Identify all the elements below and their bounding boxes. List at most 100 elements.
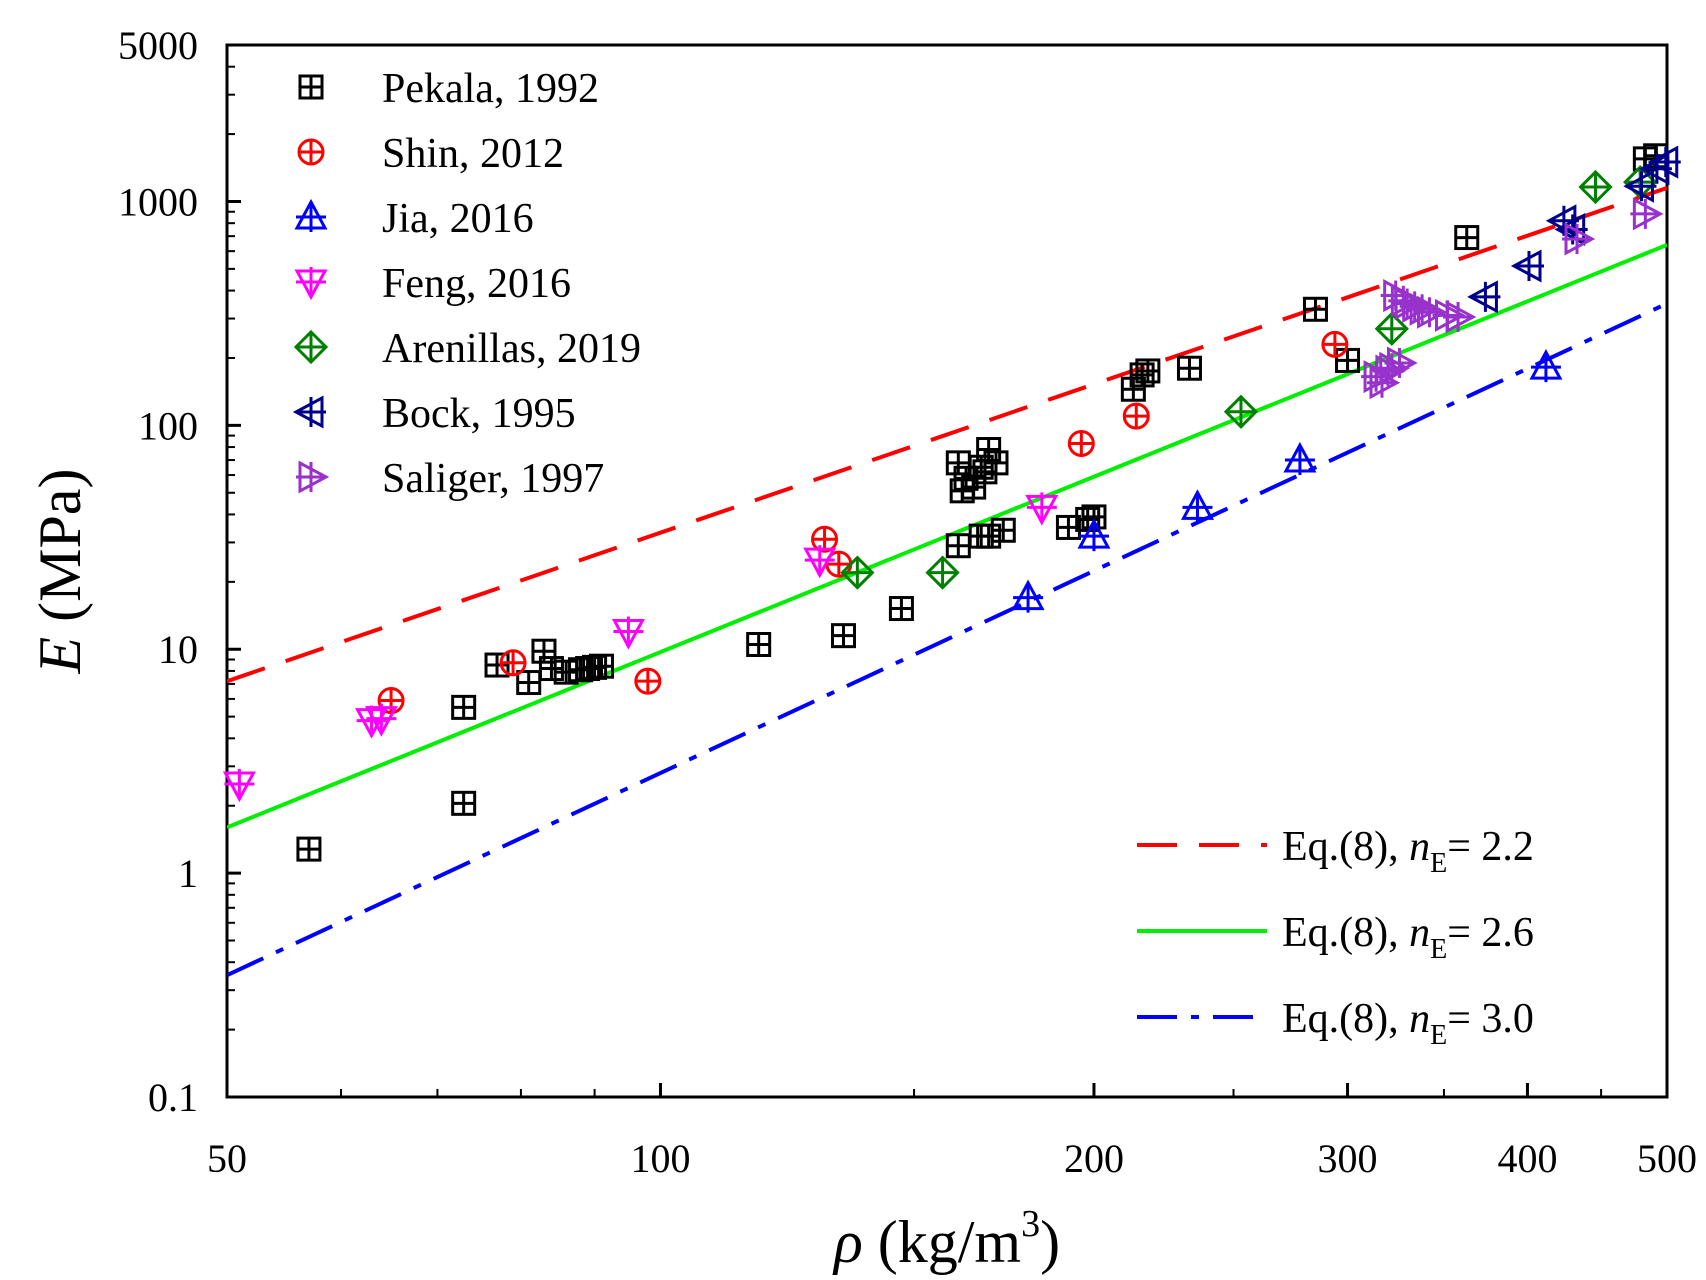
y-tick-label: 10	[158, 627, 198, 672]
point-jia-2016	[1077, 517, 1111, 552]
x-tick-label: 200	[1064, 1136, 1124, 1181]
point-pekala-1992	[983, 450, 1009, 476]
point-jia-2016	[1283, 441, 1317, 476]
point-pekala-1992	[1176, 355, 1202, 381]
fit-line	[227, 301, 1667, 978]
x-axis-close-paren: )	[1040, 1209, 1060, 1275]
point-feng-2016	[1025, 492, 1059, 526]
legend-item-arenillas-2019: Arenillas, 2019	[293, 326, 641, 372]
point-pekala-1992	[1454, 225, 1480, 251]
legend-marker	[294, 198, 328, 232]
point-arenillas-2019	[1223, 394, 1259, 429]
legend-label: Saliger, 1997	[382, 456, 604, 502]
legend-item-jia-2016: Jia, 2016	[294, 196, 534, 242]
point-jia-2016	[1180, 489, 1214, 523]
x-axis-unit: (kg/m	[863, 1209, 1021, 1275]
legend-line-label-prefix: Eq.(8),	[1282, 996, 1409, 1042]
legend-label: Pekala, 1992	[382, 66, 599, 112]
x-axis-symbol: ρ	[832, 1209, 863, 1275]
legend-item-saliger-1997: Saliger, 1997	[296, 456, 604, 502]
legend-line-label: Eq.(8), nE= 2.2	[1282, 824, 1534, 879]
legend-line-label: Eq.(8), nE= 3.0	[1282, 996, 1534, 1051]
y-axis-unit: (MPa)	[27, 469, 93, 637]
y-tick-label: 100	[138, 403, 198, 448]
point-pekala-1992	[990, 517, 1016, 543]
point-saliger-1997	[1443, 300, 1477, 334]
point-feng-2016	[222, 769, 256, 803]
x-tick-label: 500	[1637, 1136, 1697, 1181]
legend-label: Arenillas, 2019	[382, 326, 641, 372]
point-arenillas-2019	[925, 555, 960, 590]
point-shin-2012	[634, 667, 662, 695]
legend-item-bock-1995: Bock, 1995	[292, 391, 576, 437]
legend-item-feng-2016: Feng, 2016	[294, 261, 571, 307]
point-jia-2016	[1011, 579, 1045, 613]
fit-line	[227, 186, 1667, 684]
legend-marker	[296, 460, 330, 494]
point-saliger-1997	[1630, 197, 1664, 231]
axis-ticks	[225, 43, 1669, 1099]
legend-line-label-prefix: Eq.(8),	[1282, 910, 1409, 956]
y-axis-symbol: E	[27, 637, 93, 675]
y-axis-title: E (MPa)	[27, 469, 93, 675]
y-tick-label: 0.1	[148, 1075, 198, 1120]
point-shin-2012	[1321, 330, 1349, 358]
point-pekala-1992	[945, 533, 971, 559]
point-bock-1995	[1623, 169, 1657, 203]
legend-marker	[294, 267, 328, 301]
x-tick-label: 300	[1318, 1136, 1378, 1181]
point-pekala-1992	[746, 631, 772, 657]
legend-marker	[293, 329, 329, 365]
point-bock-1995	[1647, 145, 1681, 179]
point-pekala-1992	[1120, 376, 1146, 402]
y-tick-label: 1000	[118, 179, 198, 224]
legend-line-label-suffix: = 3.0	[1447, 996, 1534, 1042]
point-bock-1995	[1467, 280, 1501, 314]
point-arenillas-2019	[1578, 169, 1613, 205]
axis-tick-labels: 50 100 200 300 400 500 0.1 1 10 100 1000 5000	[118, 23, 1697, 1181]
point-bock-1995	[1510, 249, 1545, 283]
point-shin-2012	[1067, 429, 1095, 457]
point-feng-2016	[611, 616, 645, 650]
point-shin-2012	[1122, 402, 1150, 430]
point-pekala-1992	[484, 652, 510, 678]
y-tick-label: 1	[178, 851, 198, 896]
legend-line-label-sub: E	[1430, 934, 1447, 965]
point-feng-2016	[803, 545, 837, 579]
legend-line-label-var: n	[1409, 910, 1430, 956]
point-pekala-1992	[976, 523, 1002, 549]
point-pekala-1992	[1135, 358, 1161, 384]
point-saliger-1997	[1384, 346, 1418, 380]
point-pekala-1992	[1335, 347, 1361, 373]
legend-line-item: Eq.(8), nE= 2.6	[1137, 910, 1534, 965]
point-shin-2012	[499, 649, 527, 677]
point-feng-2016	[364, 703, 398, 737]
legend-line-label-prefix: Eq.(8),	[1282, 824, 1409, 870]
y-tick-label: 5000	[118, 23, 198, 68]
point-saliger-1997	[1414, 295, 1448, 329]
point-pekala-1992	[976, 437, 1002, 463]
point-arenillas-2019	[1374, 311, 1409, 346]
point-shin-2012	[811, 525, 839, 553]
x-tick-label: 400	[1497, 1136, 1557, 1181]
legend-marker	[297, 138, 325, 166]
data-markers	[222, 143, 1681, 862]
x-tick-label: 50	[207, 1136, 247, 1181]
legend-line-item: Eq.(8), nE= 2.2	[1137, 824, 1534, 879]
legend-label: Feng, 2016	[382, 261, 571, 307]
legend-marker	[298, 74, 324, 100]
legend-line-label-suffix: = 2.2	[1447, 824, 1534, 870]
legend-label: Jia, 2016	[382, 196, 534, 242]
x-tick-label: 100	[630, 1136, 690, 1181]
legend-item-pekala-1992: Pekala, 1992	[298, 66, 599, 112]
point-pekala-1992	[888, 596, 914, 622]
point-pekala-1992	[831, 623, 857, 649]
legend-marker	[292, 395, 326, 429]
point-pekala-1992	[1302, 296, 1328, 322]
x-axis-title: ρ (kg/m3)	[832, 1203, 1060, 1275]
point-arenillas-2019	[840, 555, 875, 590]
legend-series: Pekala, 1992 Shin, 2012 Jia, 2016 Feng, 201…	[292, 66, 641, 502]
legend-line-label-var: n	[1409, 824, 1430, 870]
legend-line-label-suffix: = 2.6	[1447, 910, 1534, 956]
